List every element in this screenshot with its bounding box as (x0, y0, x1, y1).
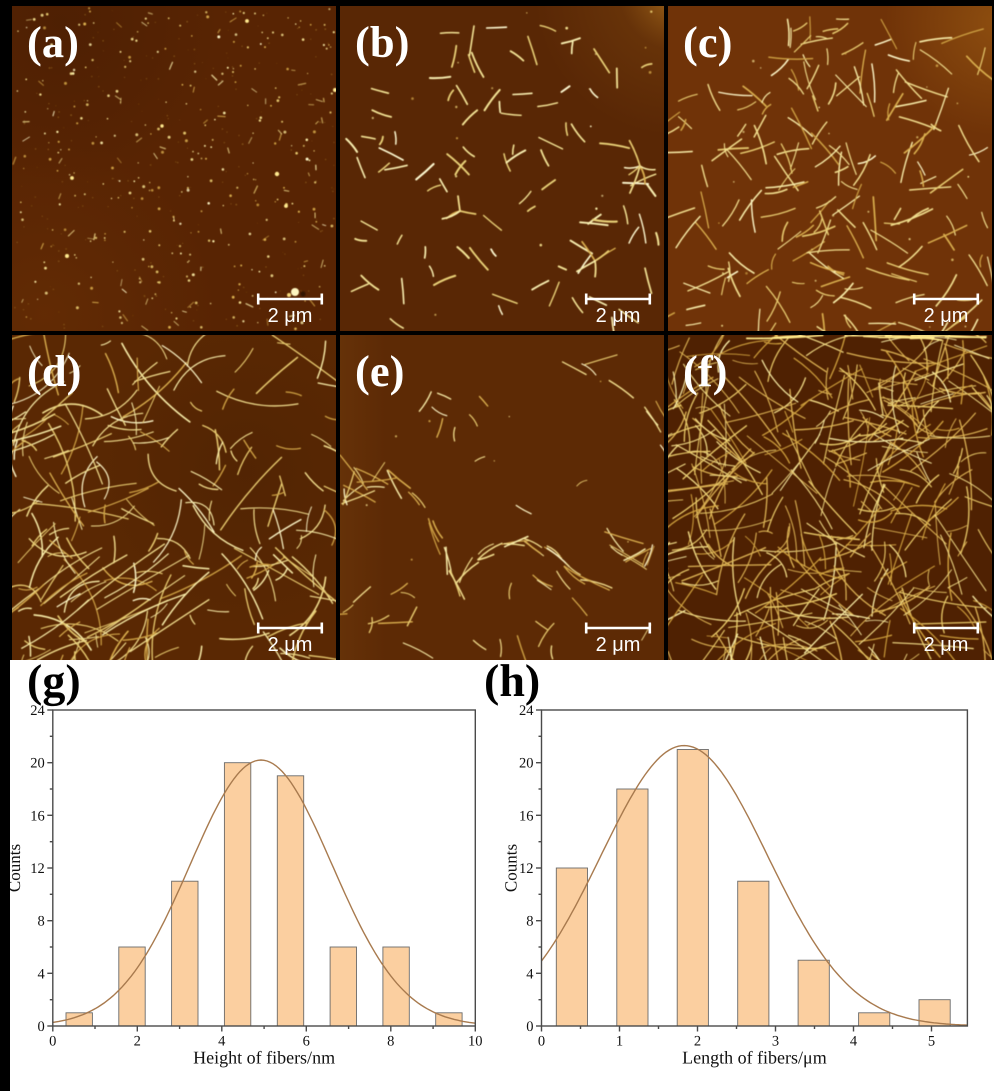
svg-text:(b): (b) (355, 17, 409, 67)
svg-text:0: 0 (526, 1019, 533, 1035)
svg-text:(c): (c) (683, 17, 732, 67)
svg-text:16: 16 (519, 808, 534, 824)
svg-text:(h): (h) (484, 660, 540, 706)
svg-text:2 μm: 2 μm (268, 634, 313, 656)
svg-text:8: 8 (526, 914, 533, 930)
svg-text:3: 3 (772, 1034, 779, 1050)
svg-text:2: 2 (134, 1034, 141, 1050)
svg-text:(d): (d) (27, 346, 81, 396)
svg-text:(a): (a) (27, 17, 79, 67)
svg-text:Counts: Counts (10, 844, 24, 892)
svg-text:2: 2 (694, 1034, 701, 1050)
svg-text:(g): (g) (27, 660, 81, 707)
svg-text:4: 4 (526, 966, 534, 982)
svg-text:0: 0 (38, 1019, 45, 1035)
svg-text:4: 4 (850, 1034, 858, 1050)
svg-text:Height of fibers/nm: Height of fibers/nm (193, 1048, 335, 1068)
svg-text:4: 4 (218, 1034, 226, 1050)
svg-text:20: 20 (30, 756, 45, 772)
svg-text:10: 10 (468, 1034, 483, 1050)
svg-text:24: 24 (519, 703, 534, 719)
svg-text:1: 1 (616, 1034, 623, 1050)
svg-text:8: 8 (38, 914, 45, 930)
svg-text:6: 6 (303, 1034, 310, 1050)
svg-text:(f): (f) (683, 346, 727, 396)
svg-text:Length of fibers/μm: Length of fibers/μm (682, 1048, 827, 1068)
svg-text:2 μm: 2 μm (924, 634, 969, 656)
svg-text:4: 4 (38, 966, 46, 982)
svg-text:12: 12 (30, 861, 45, 877)
svg-text:20: 20 (519, 756, 534, 772)
svg-text:2 μm: 2 μm (924, 305, 969, 327)
svg-text:0: 0 (49, 1034, 56, 1050)
svg-text:(e): (e) (355, 346, 404, 396)
svg-text:5: 5 (928, 1034, 935, 1050)
svg-text:8: 8 (387, 1034, 394, 1050)
svg-text:2 μm: 2 μm (268, 305, 313, 327)
svg-text:24: 24 (30, 703, 45, 719)
svg-text:2 μm: 2 μm (596, 305, 641, 327)
svg-text:2 μm: 2 μm (596, 634, 641, 656)
svg-text:Counts: Counts (502, 844, 521, 892)
svg-text:12: 12 (519, 861, 534, 877)
svg-text:16: 16 (30, 808, 45, 824)
svg-text:0: 0 (538, 1034, 545, 1050)
